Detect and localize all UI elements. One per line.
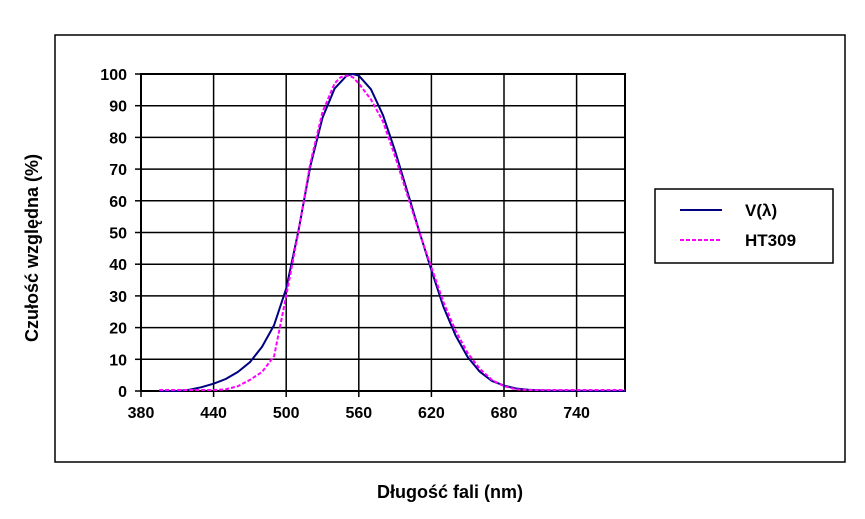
y-tick-label: 100	[100, 67, 127, 84]
y-tick-label: 10	[109, 352, 127, 369]
series-layer	[159, 73, 626, 392]
y-tick-label: 70	[109, 162, 127, 179]
y-tick-label: 0	[118, 384, 127, 401]
y-tick-label: 90	[109, 99, 127, 116]
y-tick-label: 30	[109, 289, 127, 306]
y-tick-label: 80	[109, 130, 127, 147]
legend-box	[654, 188, 834, 264]
y-tick-label: 50	[109, 226, 127, 243]
x-tick-label: 680	[491, 405, 518, 422]
legend-label-ht309: HT309	[745, 231, 796, 250]
tick-labels: 0 10 20 30 40 50 60 70 80 90 100 380 440 500 560 620 680…	[100, 67, 590, 422]
y-tick-label: 20	[109, 321, 127, 338]
series-line-ht309	[159, 74, 625, 391]
x-tick-label: 440	[200, 405, 227, 422]
legend-label-v-lambda: V(λ)	[745, 201, 777, 220]
x-tick-label: 740	[563, 405, 590, 422]
legend: V(λ) HT309	[654, 188, 834, 264]
y-tick-label: 40	[109, 257, 127, 274]
x-tick-label: 620	[418, 405, 445, 422]
x-tick-label: 380	[128, 405, 155, 422]
x-tick-label: 560	[345, 405, 372, 422]
y-axis-title: Czułość względna (%)	[22, 154, 42, 342]
y-tick-label: 60	[109, 194, 127, 211]
x-axis-title: Długość fali (nm)	[377, 482, 523, 502]
x-tick-label: 500	[273, 405, 300, 422]
